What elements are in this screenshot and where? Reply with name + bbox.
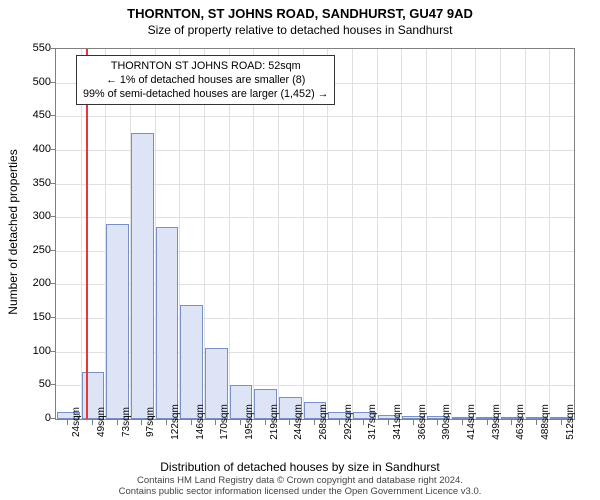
x-tick-mark	[166, 420, 167, 425]
histogram-bar	[106, 224, 129, 419]
x-tick-mark	[265, 420, 266, 425]
x-tick-label: 122sqm	[170, 404, 181, 440]
x-tick-label: 268sqm	[318, 404, 329, 440]
x-tick-label: 414sqm	[466, 404, 477, 440]
y-tick-label: 550	[11, 42, 51, 54]
x-tick-mark	[339, 420, 340, 425]
y-tick-mark	[50, 115, 55, 116]
footer-attribution: Contains HM Land Registry data © Crown c…	[0, 476, 600, 498]
chart-title: THORNTON, ST JOHNS ROAD, SANDHURST, GU47…	[0, 0, 600, 21]
x-tick-label: 463sqm	[515, 404, 526, 440]
annotation-line-1: THORNTON ST JOHNS ROAD: 52sqm	[83, 59, 328, 73]
x-tick-mark	[240, 420, 241, 425]
x-tick-mark	[117, 420, 118, 425]
y-tick-label: 100	[11, 345, 51, 357]
histogram-bar	[131, 133, 154, 419]
chart-subtitle: Size of property relative to detached ho…	[0, 21, 600, 39]
y-tick-mark	[50, 183, 55, 184]
x-tick-label: 146sqm	[195, 404, 206, 440]
x-tick-label: 24sqm	[71, 407, 82, 437]
x-axis-label: Distribution of detached houses by size …	[0, 460, 600, 474]
gridline-v	[352, 49, 353, 419]
y-tick-label: 0	[11, 412, 51, 424]
x-tick-label: 390sqm	[441, 404, 452, 440]
gridline-v	[549, 49, 550, 419]
gridline-v	[451, 49, 452, 419]
x-tick-label: 73sqm	[121, 407, 132, 437]
x-tick-mark	[289, 420, 290, 425]
x-tick-label: 439sqm	[491, 404, 502, 440]
x-tick-mark	[462, 420, 463, 425]
x-tick-mark	[561, 420, 562, 425]
x-tick-label: 341sqm	[392, 404, 403, 440]
x-tick-label: 317sqm	[367, 404, 378, 440]
y-tick-label: 300	[11, 210, 51, 222]
y-tick-label: 150	[11, 311, 51, 323]
x-tick-mark	[487, 420, 488, 425]
footer-line-2: Contains public sector information licen…	[0, 487, 600, 498]
x-tick-label: 170sqm	[219, 404, 230, 440]
y-tick-label: 400	[11, 143, 51, 155]
x-tick-label: 292sqm	[343, 404, 354, 440]
x-tick-mark	[215, 420, 216, 425]
y-tick-mark	[50, 82, 55, 83]
x-tick-mark	[363, 420, 364, 425]
histogram-bar	[156, 227, 179, 419]
x-tick-label: 512sqm	[565, 404, 576, 440]
y-tick-mark	[50, 48, 55, 49]
y-tick-label: 350	[11, 177, 51, 189]
x-tick-label: 488sqm	[540, 404, 551, 440]
x-tick-mark	[92, 420, 93, 425]
gridline-v	[500, 49, 501, 419]
y-tick-mark	[50, 351, 55, 352]
annotation-box: THORNTON ST JOHNS ROAD: 52sqm ← 1% of de…	[76, 55, 335, 105]
annotation-line-3: 99% of semi-detached houses are larger (…	[83, 87, 328, 101]
x-tick-label: 219sqm	[269, 404, 280, 440]
gridline-v	[401, 49, 402, 419]
x-tick-label: 244sqm	[293, 404, 304, 440]
x-tick-mark	[67, 420, 68, 425]
x-tick-label: 49sqm	[96, 407, 107, 437]
gridline-h	[56, 116, 574, 117]
x-tick-mark	[191, 420, 192, 425]
x-tick-mark	[511, 420, 512, 425]
annotation-line-2: ← 1% of detached houses are smaller (8)	[83, 73, 328, 87]
gridline-v	[377, 49, 378, 419]
gridline-v	[426, 49, 427, 419]
gridline-v	[525, 49, 526, 419]
x-tick-mark	[437, 420, 438, 425]
x-tick-mark	[388, 420, 389, 425]
x-tick-mark	[536, 420, 537, 425]
y-tick-mark	[50, 216, 55, 217]
y-axis-label: Number of detached properties	[6, 149, 20, 314]
histogram-bar	[180, 305, 203, 419]
y-tick-mark	[50, 250, 55, 251]
x-tick-label: 97sqm	[145, 407, 156, 437]
x-tick-label: 366sqm	[417, 404, 428, 440]
y-tick-mark	[50, 418, 55, 419]
y-tick-label: 500	[11, 76, 51, 88]
x-tick-label: 195sqm	[244, 404, 255, 440]
y-tick-label: 450	[11, 109, 51, 121]
x-tick-mark	[141, 420, 142, 425]
gridline-v	[475, 49, 476, 419]
x-tick-mark	[314, 420, 315, 425]
y-tick-label: 200	[11, 277, 51, 289]
x-tick-mark	[413, 420, 414, 425]
y-tick-label: 50	[11, 378, 51, 390]
y-tick-mark	[50, 317, 55, 318]
y-tick-mark	[50, 384, 55, 385]
y-tick-mark	[50, 283, 55, 284]
y-tick-label: 250	[11, 244, 51, 256]
y-tick-mark	[50, 149, 55, 150]
